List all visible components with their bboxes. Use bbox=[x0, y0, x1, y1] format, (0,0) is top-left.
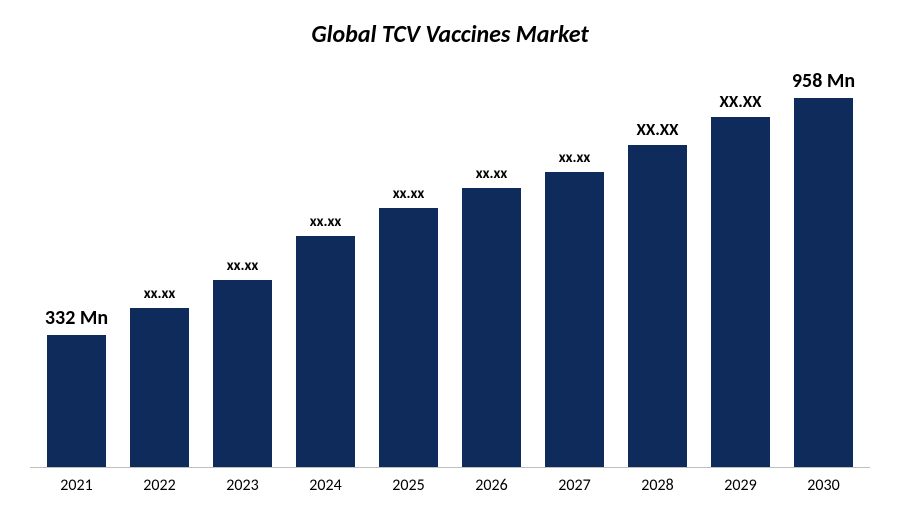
bar-group-2028: XX.XX bbox=[616, 69, 699, 467]
x-label: 2029 bbox=[699, 476, 782, 495]
bar-label: xx.xx bbox=[393, 185, 425, 203]
bar bbox=[545, 172, 603, 467]
bar bbox=[462, 188, 520, 467]
chart-title: Global TCV Vaccines Market bbox=[30, 20, 870, 49]
x-label: 2024 bbox=[284, 476, 367, 495]
bar-label: xx.xx bbox=[476, 165, 508, 183]
bar-label: xx.xx bbox=[227, 257, 259, 275]
bar-label: xx.xx bbox=[310, 213, 342, 231]
bar-group-2024: xx.xx bbox=[284, 69, 367, 467]
chart-container: Global TCV Vaccines Market 332 Mn xx.xx … bbox=[0, 0, 900, 525]
x-label: 2022 bbox=[118, 476, 201, 495]
x-label: 2027 bbox=[533, 476, 616, 495]
x-axis: 2021 2022 2023 2024 2025 2026 2027 2028 … bbox=[30, 468, 870, 495]
bar-label: XX.XX bbox=[637, 119, 679, 140]
bar bbox=[379, 208, 437, 467]
bar-group-2027: xx.xx bbox=[533, 69, 616, 467]
bar-group-2026: xx.xx bbox=[450, 69, 533, 467]
bar-label: XX.XX bbox=[720, 91, 762, 112]
bar bbox=[628, 145, 686, 467]
x-label: 2028 bbox=[616, 476, 699, 495]
x-label: 2026 bbox=[450, 476, 533, 495]
x-label: 2021 bbox=[35, 476, 118, 495]
bar-group-2021: 332 Mn bbox=[35, 69, 118, 467]
bar-label: 332 Mn bbox=[45, 306, 108, 330]
bar-group-2022: xx.xx bbox=[118, 69, 201, 467]
bar-group-2025: xx.xx bbox=[367, 69, 450, 467]
bar-group-2030: 958 Mn bbox=[782, 69, 865, 467]
bar bbox=[213, 280, 271, 467]
bar-group-2029: XX.XX bbox=[699, 69, 782, 467]
bar-label: 958 Mn bbox=[792, 69, 855, 93]
plot-area: 332 Mn xx.xx xx.xx xx.xx xx.xx xx.xx xx.… bbox=[30, 69, 870, 468]
bar-group-2023: xx.xx bbox=[201, 69, 284, 467]
x-label: 2030 bbox=[782, 476, 865, 495]
bar bbox=[711, 117, 769, 467]
bar-label: xx.xx bbox=[144, 285, 176, 303]
bar bbox=[130, 308, 188, 467]
x-label: 2025 bbox=[367, 476, 450, 495]
bar bbox=[47, 335, 105, 467]
x-label: 2023 bbox=[201, 476, 284, 495]
bar-label: xx.xx bbox=[559, 149, 591, 167]
bar bbox=[794, 98, 852, 467]
bar bbox=[296, 236, 354, 467]
